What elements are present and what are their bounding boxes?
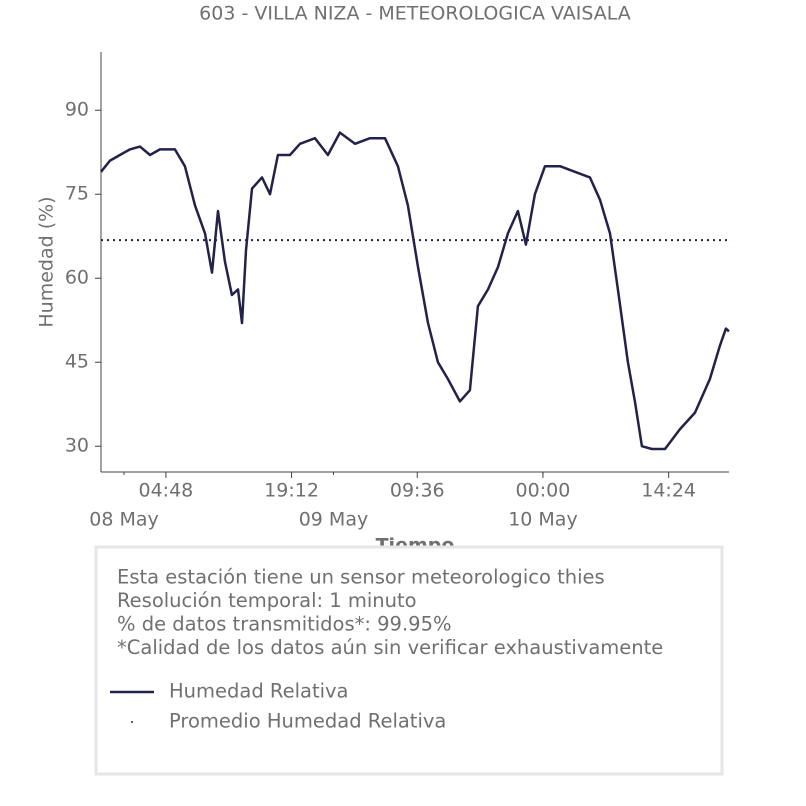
x-minor-tick-label: 08 May	[89, 509, 159, 531]
legend-label: Humedad Relativa	[169, 680, 349, 703]
y-axis-label: Humedad (%)	[36, 196, 58, 327]
note: *Calidad de los datos aún sin verificar …	[117, 636, 663, 659]
note: Esta estación tiene un sensor meteorolog…	[117, 566, 605, 589]
y-tick-label: 60	[65, 267, 89, 289]
legend-swatch	[131, 721, 133, 723]
chart-title: 603 - VILLA NIZA - METEOROLOGICA VAISALA	[199, 3, 631, 25]
note: % de datos transmitidos*: 99.95%	[117, 613, 452, 636]
x-minor-tick-label: 10 May	[508, 509, 578, 531]
legend-box	[94, 545, 724, 776]
y-tick-label: 75	[65, 183, 89, 205]
x-tick-label: 14:24	[641, 480, 696, 502]
x-tick-label: 19:12	[264, 480, 319, 502]
x-tick-label: 04:48	[138, 480, 193, 502]
y-tick-label: 45	[65, 351, 89, 373]
y-tick-label: 30	[65, 435, 89, 457]
y-tick-label: 90	[65, 99, 89, 121]
x-tick-label: 00:00	[516, 480, 571, 502]
x-minor-tick-label: 09 May	[299, 509, 369, 531]
data-line	[100, 131, 730, 451]
legend-label: Promedio Humedad Relativa	[169, 710, 446, 733]
note: Resolución temporal: 1 minuto	[117, 589, 417, 612]
x-tick-label: 09:36	[390, 480, 445, 502]
